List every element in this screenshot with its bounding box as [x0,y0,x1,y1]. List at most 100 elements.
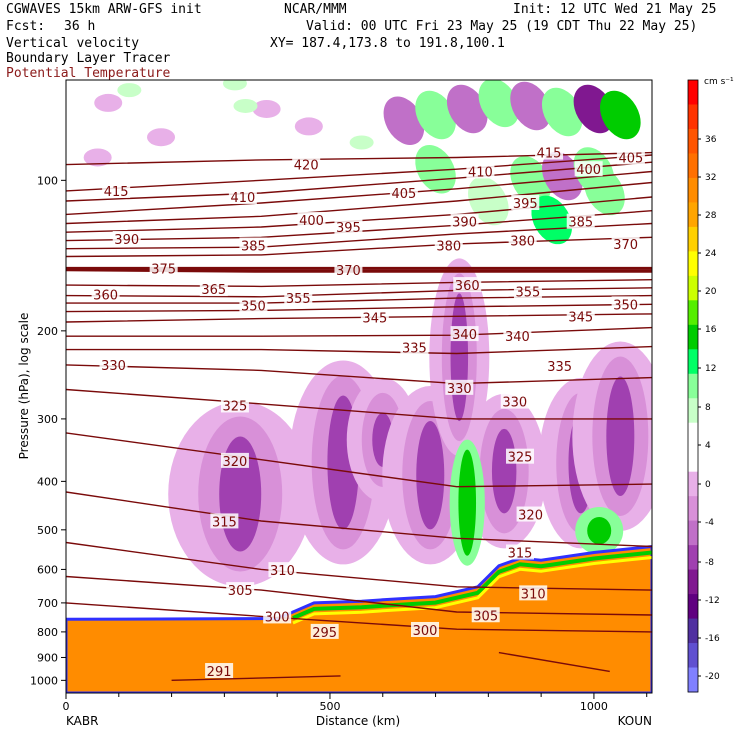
boundary-layer-fill [66,544,652,693]
x-start-station: KABR [66,714,98,728]
theta-label: 385 [568,216,593,231]
gravity-wave-cell [600,90,641,140]
theta-label: 335 [402,342,427,357]
theta-label-bg [239,237,268,253]
potential-temperature-labels: 420 415 410 405 410 415 400 405 390 400 395 390 395 3… [91,144,645,680]
gravity-wave-cell [478,80,520,128]
theta-label: 355 [286,292,311,307]
theta-label-bg [334,219,363,235]
y-axis-title: Pressure (hPa), log scale [17,313,31,460]
theta-label: 355 [516,286,541,301]
forecast-label: Fcst: [6,19,46,34]
theta-label: 315 [508,546,533,561]
y-tick-label: 200 [37,325,58,338]
theta-line [66,326,652,337]
init-time: Init: 12 UTC Wed 21 May 25 [513,2,717,17]
weak-sinking-patch [294,117,323,136]
theta-label-bg [228,189,257,205]
theta-label-bg [434,237,463,253]
theta-line [66,154,652,192]
theta-line [66,541,652,591]
colorbar-bin [688,545,698,571]
colorbar-bin [688,324,698,350]
colorbar-bin [688,594,698,620]
theta-line [171,675,341,682]
y-tick-label: 300 [37,413,58,426]
y-tick-label: 1000 [30,674,58,687]
rising-core [587,516,612,545]
theta-label: 305 [473,609,498,624]
theta-label: 415 [104,185,129,200]
colorbar-bin [688,251,698,277]
theta-label-bg [519,585,548,601]
theta-line [66,181,652,225]
theta-line [66,345,652,355]
theta-label-bg [284,290,313,306]
theta-label-bg [297,211,326,227]
gravity-wave-cell [584,166,625,216]
weak-sinking-patch [252,99,281,118]
theta-label: 385 [241,240,266,255]
colorbar-tick-label: 20 [705,287,717,297]
theta-label-bg [453,277,482,293]
x-tick-label: 500 [319,700,340,713]
theta-line [66,279,652,288]
theta-label: 340 [505,330,530,345]
colorbar-bin [688,153,698,179]
theta-label: 330 [502,396,527,411]
x-end-station: KOUN [618,714,652,728]
colorbar-bin [688,275,698,301]
theta-label: 310 [270,564,295,579]
theta-label: 320 [223,455,248,470]
x-tick-label: 0 [63,700,70,713]
colorbar-tick-label: 24 [705,249,717,259]
theta-label: 415 [537,147,562,162]
theta-label-bg [616,149,645,165]
gravity-wave-cell [446,84,488,134]
theta-label-bg [360,309,389,325]
colorbar-tick-label: 0 [705,480,711,490]
colorbar-bin [688,104,698,130]
theta-label: 330 [447,382,472,397]
y-tick-label: 100 [37,174,58,187]
y-tick-label: 700 [37,597,58,610]
colorbar-tick-label: 4 [705,441,711,451]
y-tick-label: 900 [37,651,58,664]
gravity-wave-cell [541,151,583,201]
colorbar-tick-label: 32 [705,173,716,183]
colorbar-bin [688,643,698,669]
theta-label: 305 [228,584,253,599]
colorbar-bin [688,373,698,399]
theta-label: 365 [201,283,226,298]
theta-label-bg [263,608,292,624]
theta-label: 360 [93,288,118,303]
boundary-layer-tracer [66,544,652,693]
theta-label: 325 [223,399,248,414]
vertical-velocity-field [83,80,652,587]
colorbar-bin [688,496,698,522]
org-label: NCAR/MMM [284,2,347,17]
theta-label-bg [99,356,128,372]
gravity-wave-cell [541,87,583,137]
theta-line [66,294,652,304]
colorbar: 36 32 28 24 20 16 12 8 4 0 -4 -8 -12 -16 -20 [687,79,720,693]
colorbar-tick-label: 16 [705,325,717,335]
colorbar-bin [688,667,698,693]
theta-label: 420 [294,159,319,174]
boundary-layer-gradient [292,550,652,620]
theta-label-bg [508,232,537,248]
sinking-core [450,293,469,422]
y-tick-label: 400 [37,475,58,488]
weak-rising-patch [222,80,247,91]
theta-line [66,602,652,633]
theta-label-bg [310,623,339,639]
theta-label-bg [292,156,321,172]
gravity-wave-cell [383,96,425,145]
axes: 100 200 300 400 500 600 700 800 900 1000 0 500 1000 [30,174,648,713]
theta-label: 390 [114,233,139,248]
theta-line [66,222,652,250]
y-tick-label: 800 [37,626,58,639]
theta-label-bg [102,182,131,198]
theta-label: 345 [362,311,387,326]
